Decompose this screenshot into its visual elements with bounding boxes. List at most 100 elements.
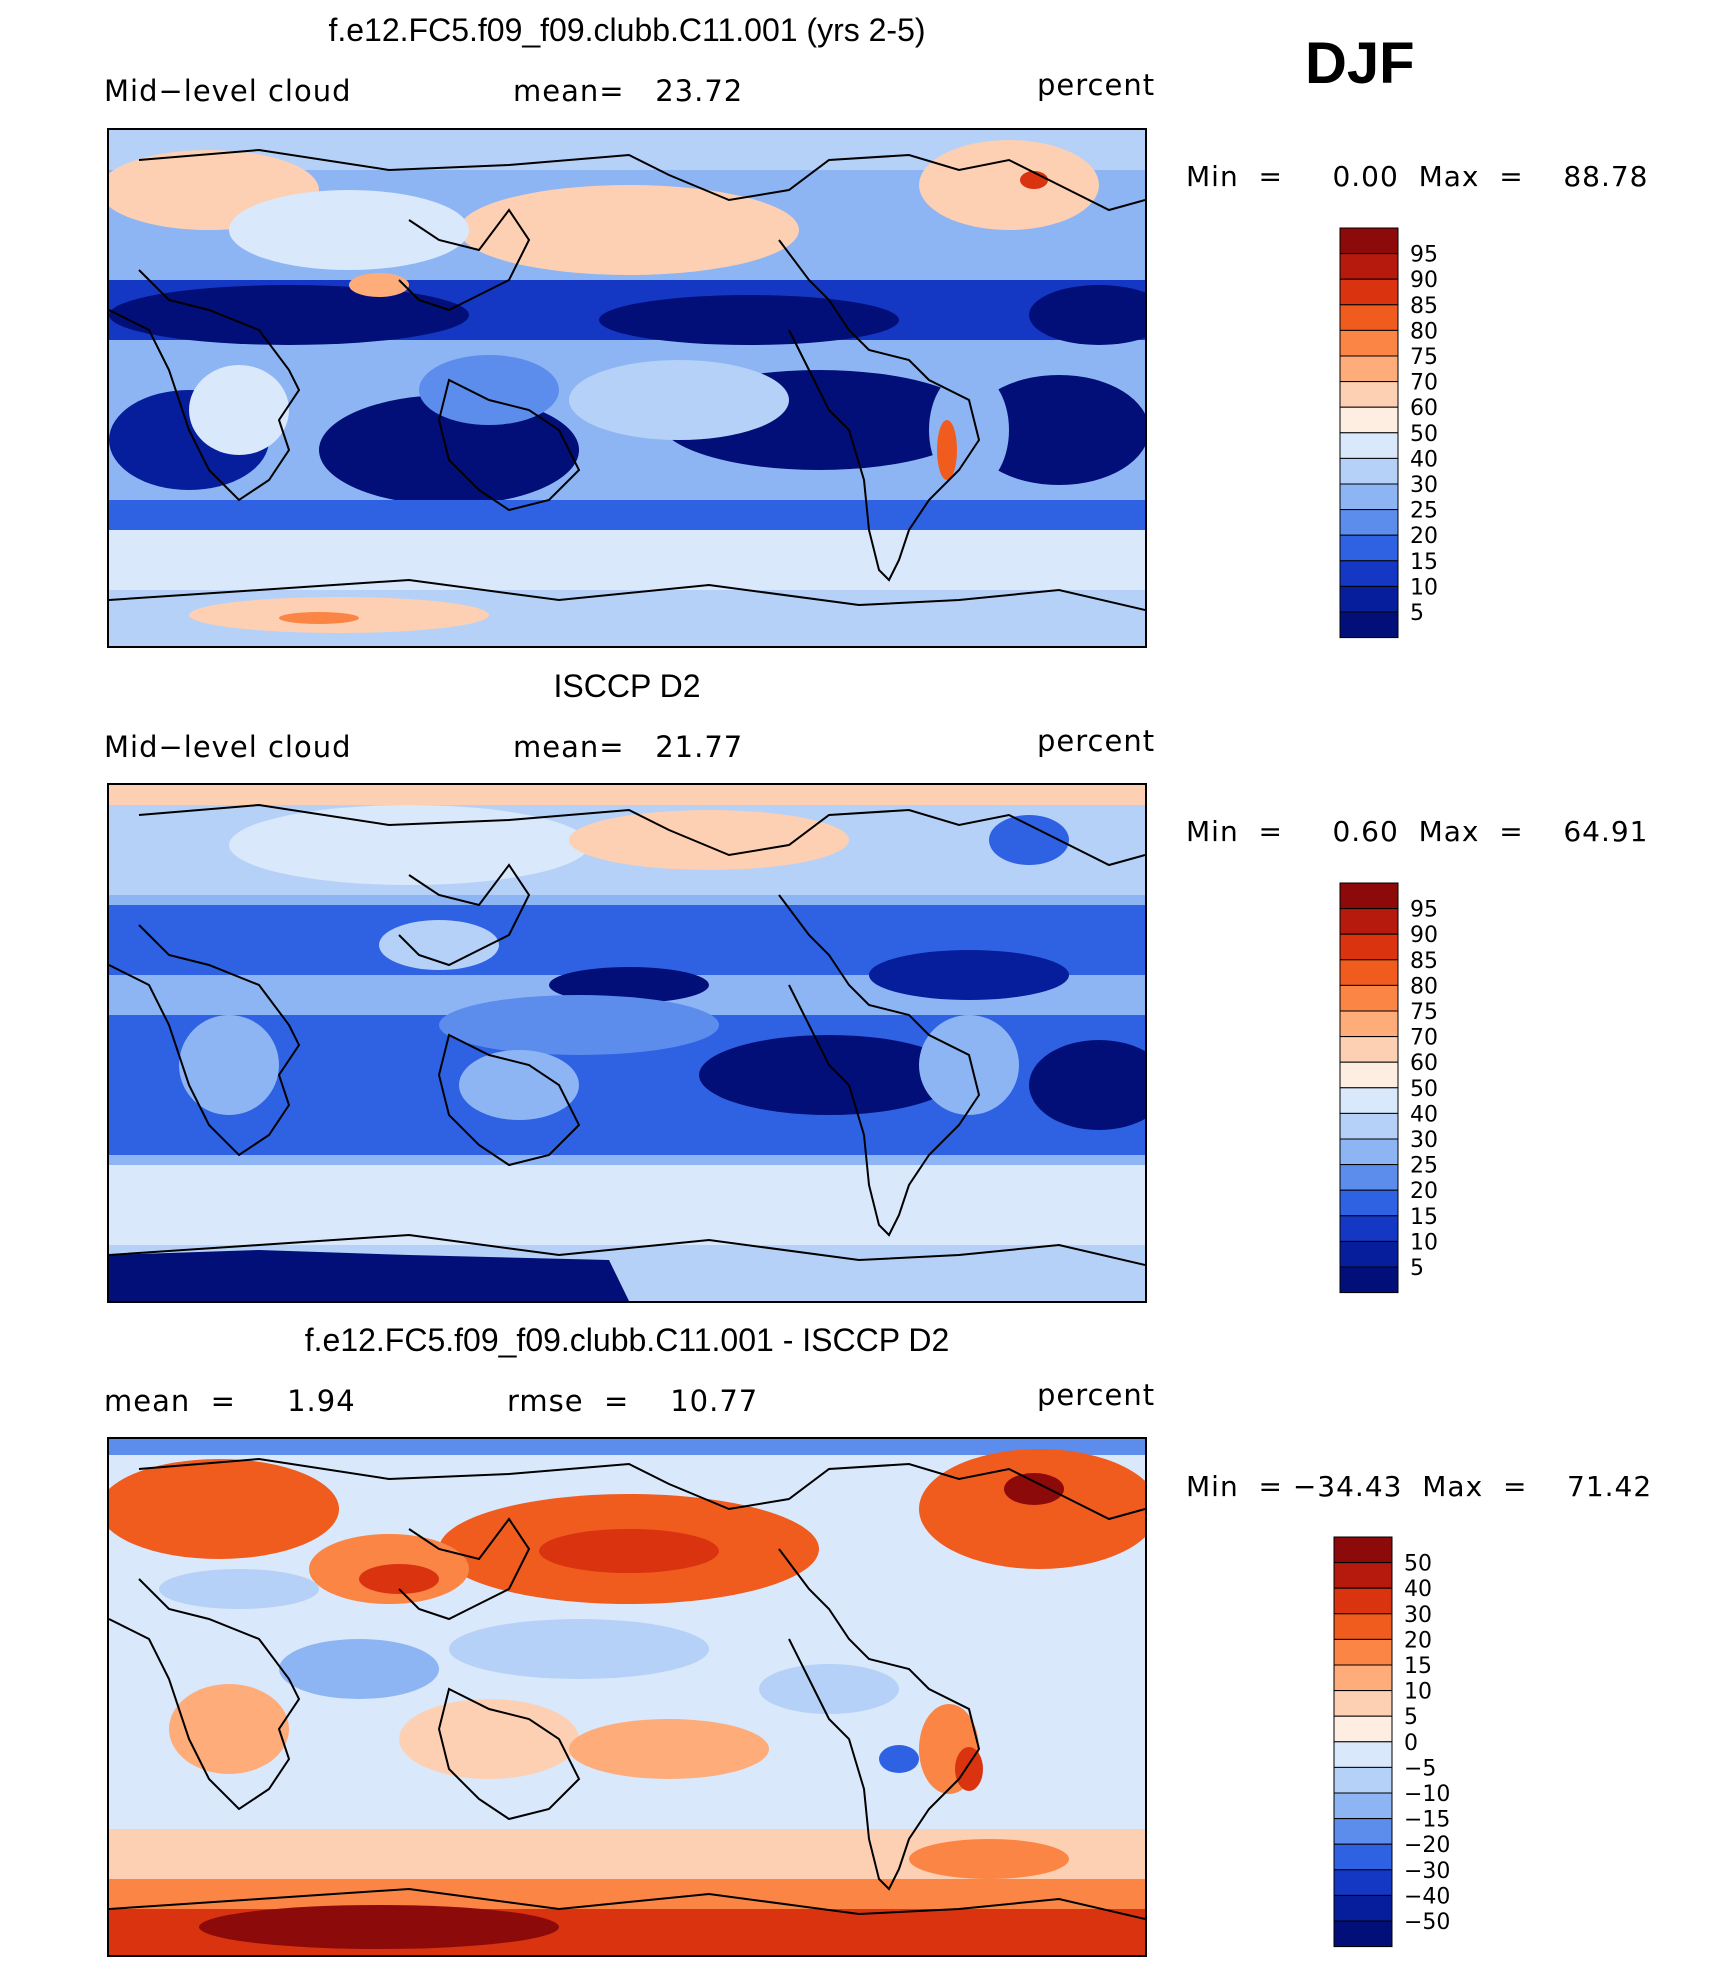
colorbar-swatch [1339,1164,1399,1191]
colorbar-tick-label: 20 [1410,1179,1438,1204]
colorbar-swatch [1333,1664,1393,1692]
panel-1-colorbar: 95 90 85 80 75 70 60 50 40 30 25 20 15 10 5 [1330,227,1470,639]
colorbar-swatch [1333,1536,1393,1564]
colorbar-swatch [1333,1920,1393,1948]
panel-2-title: ISCCP D2 [553,668,701,704]
colorbar-swatch [1333,1715,1393,1743]
colorbar-swatch [1339,406,1399,434]
panel-3-title: f.e12.FC5.f09_f09.clubb.C11.001 - ISCCP … [304,1322,950,1358]
panel-1-units-label: percent [1037,68,1156,102]
colorbar-tick-label: 70 [1410,1026,1438,1051]
colorbar-tick-label: −5 [1404,1756,1436,1781]
colorbar-tick-label: 85 [1410,294,1438,319]
colorbar-swatch [1339,908,1399,935]
panel-3-map [107,1437,1147,1957]
colorbar-swatch [1333,1894,1393,1922]
colorbar-swatch [1339,882,1399,910]
colorbar-swatch [1333,1587,1393,1615]
colorbar-swatch [1339,1215,1399,1242]
colorbar-swatch [1339,1010,1399,1038]
panel-3-rmse-label: rmse = 10.77 [507,1384,759,1418]
colorbar-tick-label: 90 [1410,268,1438,293]
panel-1-mean-label: mean= 23.72 [513,74,744,108]
colorbar-swatch [1339,585,1399,613]
panel-2-map [107,783,1147,1303]
colorbar-tick-label: 85 [1410,949,1438,974]
colorbar-tick-label: −50 [1404,1910,1450,1935]
colorbar-swatch [1339,611,1399,639]
colorbar-swatch [1339,432,1399,459]
colorbar-tick-label: 40 [1404,1577,1432,1602]
colorbar-swatch [1339,1240,1399,1268]
colorbar-swatch [1333,1818,1393,1845]
colorbar-swatch [1333,1766,1393,1794]
colorbar-tick-label: −20 [1404,1833,1450,1858]
colorbar-swatch [1339,933,1399,961]
colorbar-tick-label: 20 [1404,1628,1432,1653]
colorbar-swatch [1339,278,1399,306]
panel-2-mean-label: mean= 21.77 [513,730,744,764]
panel-3-units-label: percent [1037,1378,1156,1412]
season-label: DJF [1305,31,1415,96]
panel-3-colorbar: 50 40 30 20 15 10 5 0 −5 −10 −15 −20 −30 −40 −50 [1324,1536,1464,1948]
colorbar-tick-label: 30 [1404,1603,1432,1628]
panel-2-minmax: Min = 0.60 Max = 64.91 [1186,815,1649,848]
colorbar-swatch [1333,1638,1393,1666]
colorbar-swatch [1339,1138,1399,1166]
colorbar-swatch [1333,1690,1393,1717]
colorbar-swatch [1339,355,1399,383]
panel-3-field [109,1439,1145,1955]
colorbar-tick-label: −40 [1404,1884,1450,1909]
colorbar-tick-label: 70 [1410,371,1438,396]
colorbar-tick-label: −30 [1404,1859,1450,1884]
colorbar-swatch [1339,381,1399,408]
colorbar-tick-label: 15 [1410,550,1438,575]
colorbar-swatch [1339,534,1399,562]
colorbar-tick-label: −10 [1404,1782,1450,1807]
panel-3-minmax: Min = −34.43 Max = 71.42 [1186,1470,1653,1503]
colorbar-swatch [1339,509,1399,536]
colorbar-tick-label: 15 [1404,1654,1432,1679]
colorbar-tick-label: 60 [1410,1051,1438,1076]
colorbar-swatch [1339,1189,1399,1217]
colorbar-swatch [1339,483,1399,511]
colorbar-tick-label: 90 [1410,923,1438,948]
colorbar-tick-label: 10 [1410,1230,1438,1255]
colorbar-swatch [1333,1843,1393,1871]
colorbar-swatch [1339,457,1399,485]
colorbar-tick-label: 5 [1410,1256,1424,1281]
colorbar-tick-label: 50 [1410,422,1438,447]
colorbar-tick-label: 40 [1410,447,1438,472]
colorbar-tick-label: 5 [1410,601,1424,626]
colorbar-swatch [1339,1061,1399,1089]
colorbar-tick-label: 30 [1410,1128,1438,1153]
panel-2-variable-label: Mid−level cloud [104,730,352,764]
panel-1-minmax: Min = 0.00 Max = 88.78 [1186,160,1649,193]
colorbar-tick-label: 50 [1410,1077,1438,1102]
colorbar-tick-label: 95 [1410,243,1438,268]
colorbar-tick-label: 60 [1410,396,1438,421]
colorbar-swatch [1339,1036,1399,1063]
colorbar-tick-label: 5 [1404,1705,1418,1730]
colorbar-tick-label: −15 [1404,1808,1450,1833]
colorbar-swatch [1333,1741,1393,1768]
colorbar-tick-label: 40 [1410,1102,1438,1127]
panel-2-units-label: percent [1037,724,1156,758]
panel-1-map [107,128,1147,648]
colorbar-swatch [1333,1869,1393,1896]
colorbar-swatch [1339,560,1399,587]
colorbar-tick-label: 25 [1410,499,1438,524]
colorbar-swatch [1339,1266,1399,1294]
colorbar-swatch [1339,253,1399,280]
colorbar-tick-label: 50 [1404,1552,1432,1577]
colorbar-swatch [1333,1562,1393,1589]
colorbar-tick-label: 20 [1410,524,1438,549]
colorbar-swatch [1339,1112,1399,1140]
colorbar-swatch [1339,329,1399,357]
panel-2-colorbar: 95 90 85 80 75 70 60 50 40 30 25 20 15 10 5 [1330,882,1470,1294]
panel-3-mean-label: mean = 1.94 [104,1384,356,1418]
colorbar-tick-label: 80 [1410,319,1438,344]
panel-1-field [109,130,1145,646]
